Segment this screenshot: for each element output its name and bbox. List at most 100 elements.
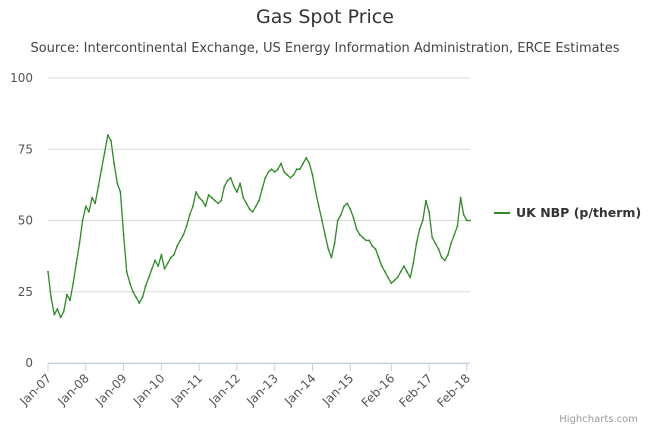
data-point [343, 205, 345, 208]
data-point [50, 296, 52, 299]
data-point [330, 256, 333, 259]
data-point [327, 248, 330, 250]
data-point [204, 205, 207, 208]
data-point [418, 228, 421, 231]
data-point [81, 219, 84, 222]
y-tick-label: 75 [18, 142, 33, 156]
data-point [176, 245, 179, 248]
data-point [173, 253, 175, 256]
data-point [100, 168, 103, 171]
data-point [346, 202, 349, 205]
data-point [321, 219, 323, 222]
data-point [267, 171, 270, 173]
data-point [255, 205, 257, 208]
data-point [239, 182, 242, 185]
gridlines [48, 77, 470, 364]
data-point [135, 296, 138, 299]
data-point [229, 176, 232, 179]
data-point [311, 174, 314, 176]
x-axis: Jan-07 Jan-08 Jan-09 Jan-10 Jan-11 Jan-12 Jan-… [17, 363, 473, 410]
y-axis: 0 25 50 75 100 [10, 71, 33, 370]
data-point [340, 213, 342, 216]
data-point [469, 219, 471, 222]
data-point [119, 191, 122, 193]
data-point [443, 259, 446, 262]
data-point [110, 139, 112, 142]
data-point [236, 191, 238, 193]
data-point [273, 171, 276, 173]
data-point [47, 270, 49, 273]
data-point [182, 233, 185, 236]
data-point [308, 162, 311, 165]
data-point [415, 242, 418, 245]
data-point [116, 182, 119, 185]
data-point [421, 219, 424, 222]
y-tick-label: 0 [25, 356, 33, 370]
data-point [384, 270, 386, 273]
data-point [355, 228, 358, 231]
data-point [292, 174, 295, 176]
data-point [283, 171, 286, 173]
data-point [106, 134, 109, 136]
data-point [248, 208, 251, 211]
series-line [47, 134, 470, 319]
data-point [317, 205, 320, 208]
data-point [214, 199, 216, 202]
x-tick-label: Jan-12 [206, 371, 244, 409]
x-tick-label: Jan-15 [319, 371, 357, 409]
data-point [169, 256, 172, 259]
data-point [154, 259, 157, 262]
data-point [122, 233, 125, 236]
data-point [103, 151, 106, 154]
data-point [113, 162, 115, 165]
data-point [437, 248, 440, 250]
data-point [75, 262, 78, 265]
data-point [368, 239, 371, 242]
x-tick-label: Jan-08 [54, 371, 92, 409]
data-point [440, 256, 443, 259]
data-point [434, 242, 437, 245]
data-point [314, 191, 317, 193]
data-point [264, 176, 267, 179]
x-tick-label: Feb-16 [359, 371, 398, 410]
data-point [365, 239, 367, 242]
data-point [226, 179, 229, 182]
data-point [412, 262, 415, 265]
x-tick-label: Jan-09 [92, 371, 130, 409]
data-point [59, 316, 62, 319]
data-point [88, 211, 90, 213]
data-point [406, 270, 408, 273]
data-point [393, 279, 396, 282]
data-point [163, 268, 166, 270]
credits-link[interactable]: Highcharts.com [559, 414, 638, 425]
data-point [396, 276, 399, 279]
data-point [390, 282, 393, 285]
data-point [258, 199, 260, 202]
data-point [336, 219, 339, 222]
data-point [160, 253, 163, 256]
data-point [302, 162, 304, 165]
data-point [223, 185, 226, 188]
data-point [409, 276, 412, 279]
data-point [352, 216, 355, 219]
data-point [188, 213, 191, 216]
data-point [403, 265, 405, 267]
data-point [245, 202, 248, 205]
x-tick-label: Jan-10 [130, 371, 168, 409]
data-point [185, 225, 188, 228]
chart-subtitle: Source: Intercontinental Exchange, US En… [30, 41, 620, 56]
data-point [166, 262, 169, 265]
data-point [125, 270, 128, 273]
data-point [425, 199, 427, 202]
x-tick-label: Jan-07 [17, 371, 55, 409]
data-point [358, 233, 361, 236]
legend[interactable]: UK NBP (p/therm) [494, 205, 641, 220]
data-point [56, 308, 59, 310]
data-point [129, 282, 131, 285]
data-point [201, 199, 204, 202]
data-point [362, 236, 364, 239]
data-point [371, 245, 374, 248]
data-point [132, 290, 134, 293]
data-point [192, 205, 194, 208]
data-point [462, 213, 465, 216]
